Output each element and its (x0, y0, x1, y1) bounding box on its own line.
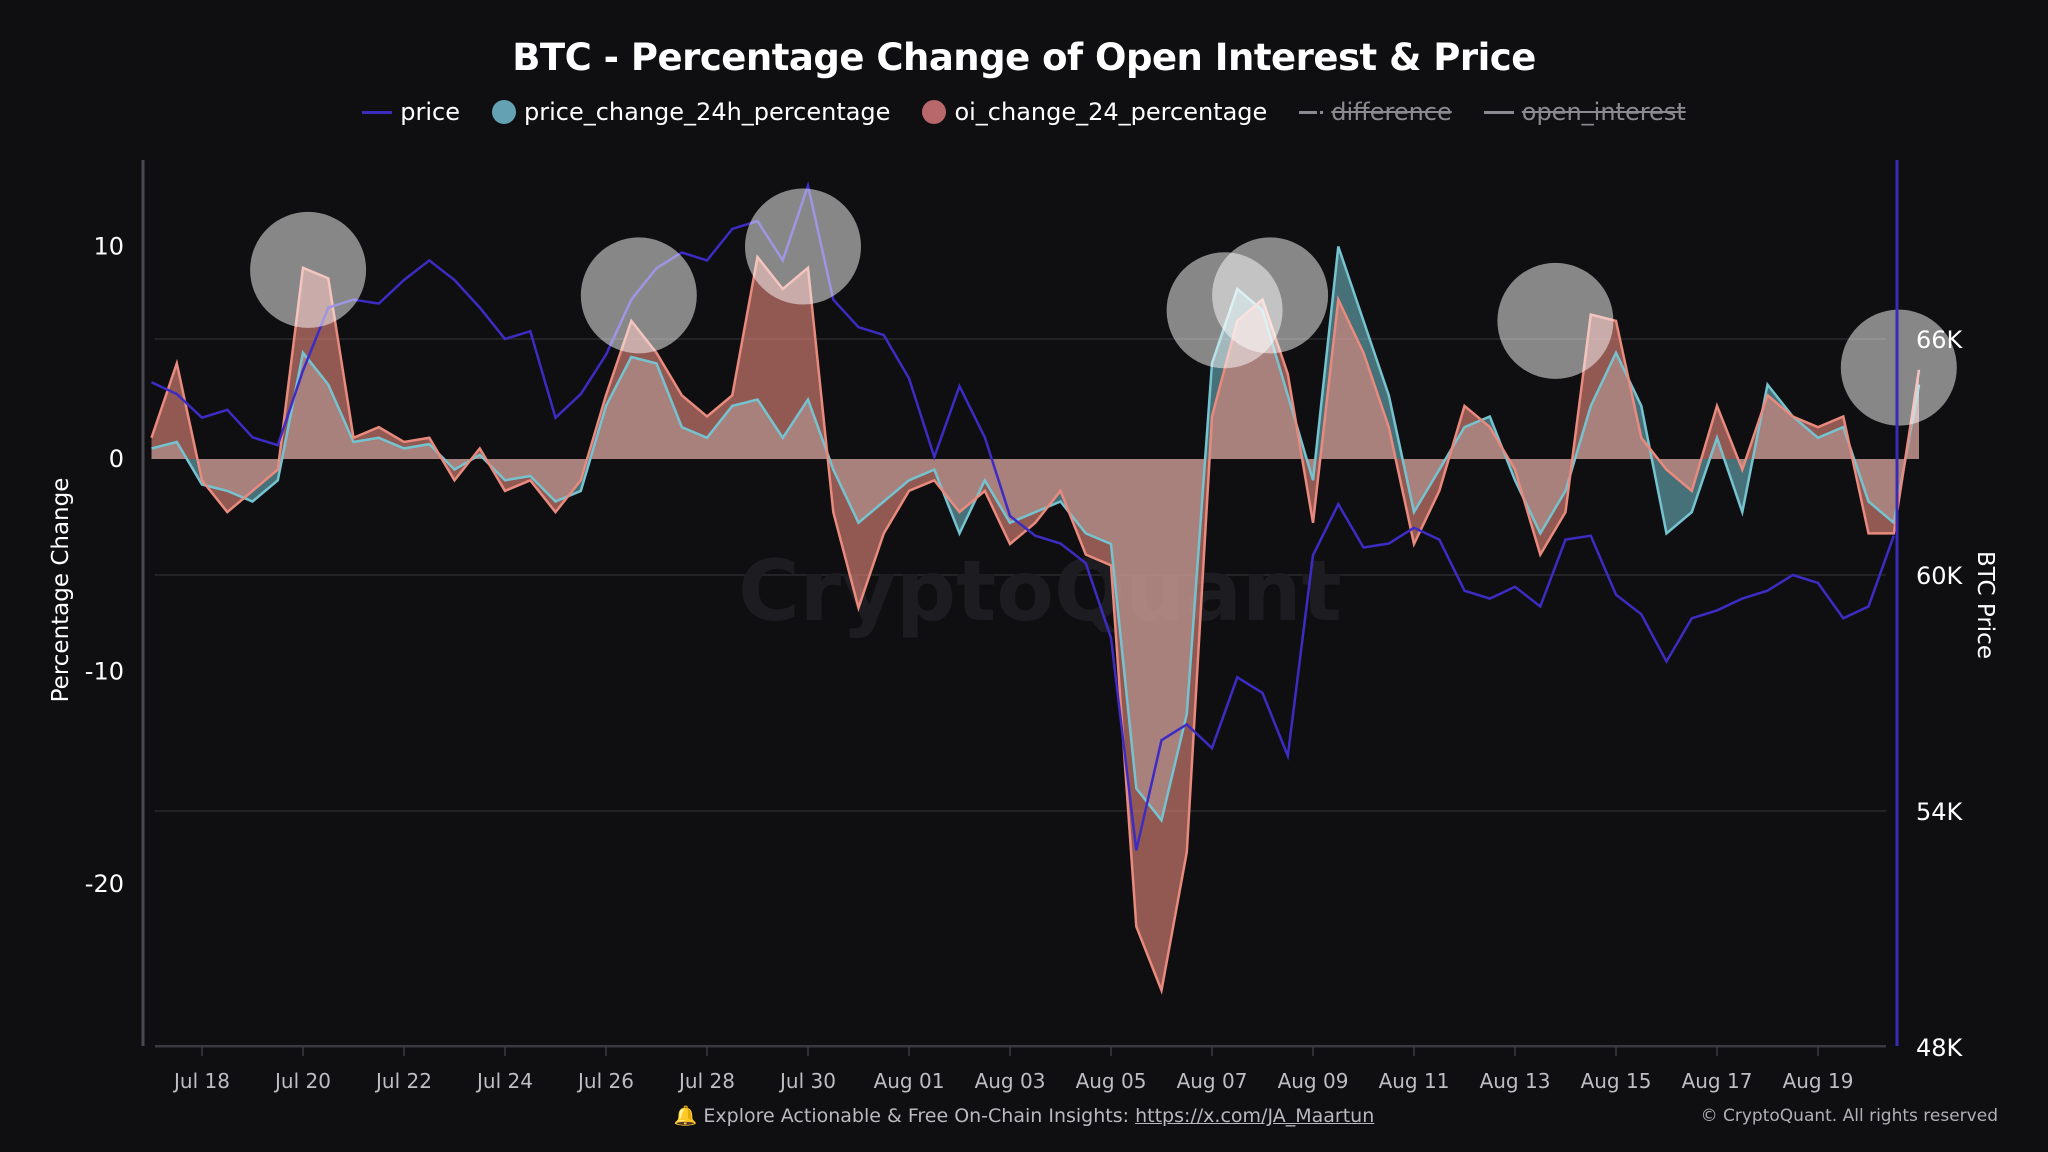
y-tick-label: 10 (93, 233, 124, 261)
x-tick-label: Aug 11 (1379, 1069, 1450, 1093)
x-tick-label: Aug 09 (1278, 1069, 1349, 1093)
x-tick-label: Aug 19 (1783, 1069, 1854, 1093)
watermark: CryptoQuant (738, 542, 1342, 640)
legend-item-price-change[interactable]: price_change_24h_percentage (492, 98, 890, 126)
bell-icon: 🔔 (673, 1105, 698, 1127)
price-line (150, 180, 1895, 851)
legend-item-price[interactable]: price (362, 98, 460, 126)
x-tick-label: Jul 26 (576, 1069, 634, 1093)
dash-dot-line-icon (1299, 110, 1324, 114)
y2-tick-label: 60K (1916, 562, 1964, 590)
highlight-circle (1497, 262, 1614, 379)
chart-title: BTC - Percentage Change of Open Interest… (512, 36, 1536, 79)
x-tick-label: Aug 13 (1480, 1069, 1551, 1093)
legend-item-oi-change[interactable]: oi_change_24_percentage (922, 98, 1267, 126)
left-axis-title: Percentage Change (48, 478, 74, 703)
y2-tick-label: 66K (1916, 326, 1964, 354)
x-tick-label: Aug 05 (1076, 1069, 1147, 1093)
series-lines (150, 180, 1921, 995)
legend-item-difference[interactable]: difference (1299, 98, 1452, 126)
legend-item-open-interest[interactable]: open_interest (1483, 98, 1686, 126)
legend-label: open_interest (1521, 98, 1686, 126)
left-axis-ticks: 10 0 -10 -20 (85, 233, 124, 899)
highlight-circles (250, 188, 1957, 426)
footer-text: Explore Actionable & Free On-Chain Insig… (703, 1105, 1136, 1127)
highlight-circle (1840, 309, 1957, 426)
legend-label: price_change_24h_percentage (524, 98, 891, 126)
y-tick-label: -20 (85, 870, 124, 898)
copyright: © CryptoQuant. All rights reserved (1700, 1106, 1998, 1126)
right-axis-title: BTC Price (1972, 551, 1998, 659)
x-tick-label: Jul 28 (677, 1069, 735, 1093)
line-icon (1483, 110, 1514, 114)
legend: price price_change_24h_percentage oi_cha… (0, 98, 2048, 126)
x-tick-label: Jul 18 (172, 1069, 230, 1093)
x-tick-label: Jul 24 (475, 1069, 533, 1093)
legend-label: oi_change_24_percentage (954, 98, 1268, 126)
x-tick-label: Jul 20 (273, 1069, 331, 1093)
x-tick-label: Jul 30 (778, 1069, 836, 1093)
x-axis-ticks: Jul 18 Jul 20 Jul 22 Jul 24 Jul 26 Jul 28 Jul … (172, 1046, 1853, 1093)
legend-label: price (400, 98, 460, 126)
x-tick-label: Aug 15 (1581, 1069, 1652, 1093)
circle-icon (492, 100, 516, 124)
price-change-line (151, 246, 1921, 824)
x-tick-label: Aug 17 (1682, 1069, 1753, 1093)
price-line-icon (362, 110, 393, 114)
highlight-circle (745, 188, 861, 305)
highlight-circle (1212, 237, 1329, 354)
y2-tick-label: 54K (1916, 798, 1964, 826)
highlight-circle (580, 237, 697, 354)
y2-tick-label: 48K (1916, 1034, 1964, 1062)
x-tick-label: Jul 22 (374, 1069, 432, 1093)
highlight-circle (250, 211, 367, 328)
oi-change-line (150, 254, 1921, 995)
price-change-area (151, 246, 1919, 821)
legend-label: difference (1331, 98, 1452, 126)
x-tick-label: Aug 07 (1177, 1069, 1248, 1093)
y-tick-label: -10 (85, 658, 124, 686)
y-tick-label: 0 (109, 445, 124, 473)
x-tick-label: Aug 03 (975, 1069, 1046, 1093)
footer: 🔔 Explore Actionable & Free On-Chain Insi… (0, 1104, 2048, 1127)
footer-link[interactable]: https://x.com/JA_Maartun (1135, 1105, 1375, 1127)
circle-icon (922, 100, 947, 124)
x-tick-label: Aug 01 (874, 1069, 945, 1093)
right-axis-ticks: 66K 60K 54K 48K (1916, 326, 1964, 1062)
